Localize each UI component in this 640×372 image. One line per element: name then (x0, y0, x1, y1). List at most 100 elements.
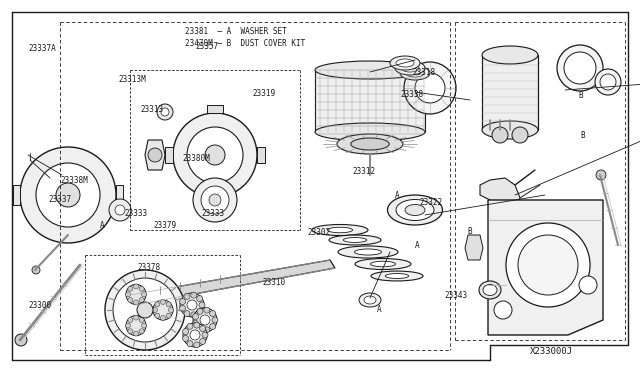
Circle shape (196, 296, 203, 302)
Circle shape (15, 334, 27, 346)
Text: 23313M: 23313M (118, 76, 146, 84)
Circle shape (187, 300, 197, 310)
Circle shape (141, 292, 147, 297)
Ellipse shape (557, 45, 603, 91)
Circle shape (193, 314, 198, 320)
Ellipse shape (479, 281, 501, 299)
Circle shape (596, 170, 606, 180)
Circle shape (512, 127, 528, 143)
Ellipse shape (385, 273, 409, 279)
Text: 23343: 23343 (445, 291, 468, 300)
Text: 23313: 23313 (141, 105, 164, 114)
Ellipse shape (483, 285, 497, 295)
Circle shape (492, 127, 508, 143)
Ellipse shape (482, 121, 538, 139)
Ellipse shape (359, 293, 381, 307)
Circle shape (155, 302, 160, 307)
Circle shape (161, 108, 169, 116)
Circle shape (187, 127, 243, 183)
Circle shape (187, 323, 193, 329)
Polygon shape (13, 185, 20, 205)
Text: X233000J: X233000J (530, 347, 573, 356)
Circle shape (190, 330, 200, 340)
Text: A: A (100, 221, 104, 230)
Circle shape (201, 186, 229, 214)
Text: 23333: 23333 (125, 209, 148, 218)
Circle shape (141, 323, 147, 328)
Polygon shape (257, 147, 265, 163)
Circle shape (180, 305, 186, 311)
Circle shape (193, 308, 217, 332)
Text: 23333: 23333 (202, 209, 225, 218)
Ellipse shape (396, 59, 414, 67)
Polygon shape (488, 200, 603, 335)
Text: A: A (395, 190, 399, 199)
Ellipse shape (404, 62, 456, 114)
Circle shape (210, 311, 216, 317)
Circle shape (115, 205, 125, 215)
Text: 23379: 23379 (154, 221, 177, 230)
Circle shape (180, 299, 186, 305)
Circle shape (200, 315, 210, 325)
Text: 23312: 23312 (352, 167, 375, 176)
Circle shape (182, 336, 189, 341)
Circle shape (168, 308, 173, 312)
Ellipse shape (406, 69, 424, 77)
Circle shape (155, 313, 160, 318)
Circle shape (126, 315, 146, 336)
Circle shape (139, 286, 144, 291)
Circle shape (205, 145, 225, 165)
Polygon shape (207, 105, 223, 113)
Circle shape (134, 331, 138, 336)
Text: B: B (578, 90, 582, 99)
Circle shape (579, 276, 597, 294)
Ellipse shape (328, 227, 353, 233)
Circle shape (139, 298, 144, 302)
Circle shape (56, 183, 80, 207)
Circle shape (139, 317, 144, 323)
Circle shape (193, 178, 237, 222)
Ellipse shape (329, 235, 381, 245)
Text: 23380M: 23380M (182, 154, 210, 163)
Circle shape (200, 326, 205, 331)
Ellipse shape (337, 134, 403, 154)
Text: 23378: 23378 (138, 263, 161, 272)
Text: B: B (467, 228, 472, 237)
Text: 23338M: 23338M (61, 176, 88, 185)
Circle shape (191, 292, 196, 298)
Circle shape (202, 332, 208, 338)
Ellipse shape (364, 296, 376, 304)
Ellipse shape (355, 259, 411, 269)
Text: 23302: 23302 (307, 228, 330, 237)
Polygon shape (315, 70, 425, 132)
Circle shape (193, 320, 198, 326)
Ellipse shape (415, 73, 445, 103)
Circle shape (191, 312, 196, 318)
Circle shape (134, 284, 138, 289)
Circle shape (125, 292, 131, 297)
Polygon shape (207, 197, 223, 205)
Circle shape (20, 147, 116, 243)
Ellipse shape (343, 238, 367, 243)
Circle shape (161, 315, 166, 321)
Ellipse shape (387, 195, 442, 225)
Circle shape (109, 199, 131, 221)
Circle shape (199, 302, 205, 308)
Circle shape (494, 301, 512, 319)
Circle shape (184, 311, 190, 317)
Text: A: A (377, 305, 381, 314)
Ellipse shape (390, 56, 420, 70)
Circle shape (134, 300, 138, 305)
Circle shape (134, 315, 138, 320)
Text: 23319: 23319 (253, 89, 276, 97)
Circle shape (204, 307, 210, 313)
Ellipse shape (401, 64, 419, 72)
Circle shape (166, 313, 171, 318)
Text: 23337A: 23337A (29, 44, 56, 53)
Polygon shape (480, 178, 520, 215)
Ellipse shape (564, 52, 596, 84)
Circle shape (125, 323, 131, 328)
Circle shape (128, 329, 133, 334)
Circle shape (173, 113, 257, 197)
Circle shape (187, 341, 193, 347)
